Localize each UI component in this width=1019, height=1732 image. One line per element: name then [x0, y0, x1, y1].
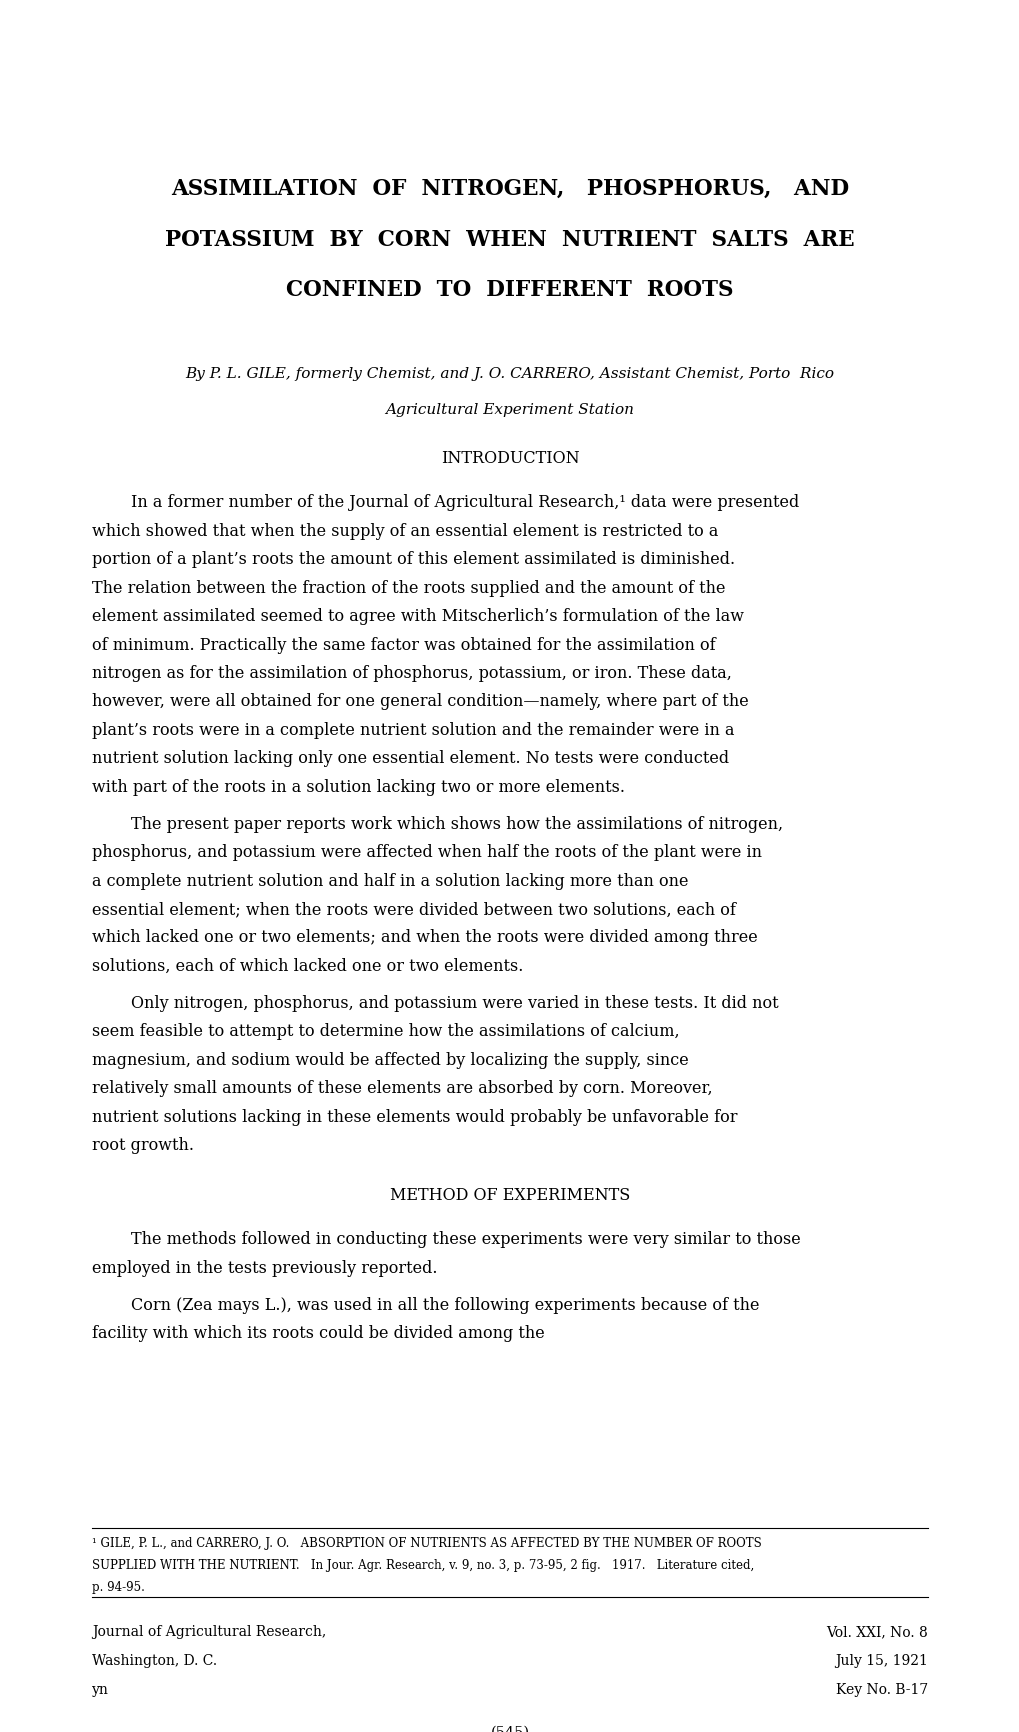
Text: employed in the tests previously reported.: employed in the tests previously reporte… — [92, 1259, 437, 1276]
Text: facility with which its roots could be divided among the: facility with which its roots could be d… — [92, 1325, 544, 1342]
Text: with part of the roots in a solution lacking two or more elements.: with part of the roots in a solution lac… — [92, 778, 625, 795]
Text: Vol. XXI, No. 8: Vol. XXI, No. 8 — [825, 1625, 927, 1638]
Text: (545): (545) — [490, 1725, 529, 1732]
Text: POTASSIUM  BY  CORN  WHEN  NUTRIENT  SALTS  ARE: POTASSIUM BY CORN WHEN NUTRIENT SALTS AR… — [165, 229, 854, 251]
Text: Journal of Agricultural Research,: Journal of Agricultural Research, — [92, 1625, 326, 1638]
Text: yn: yn — [92, 1682, 109, 1696]
Text: nutrient solutions lacking in these elements would probably be unfavorable for: nutrient solutions lacking in these elem… — [92, 1108, 737, 1124]
Text: essential element; when the roots were divided between two solutions, each of: essential element; when the roots were d… — [92, 901, 735, 918]
Text: Washington, D. C.: Washington, D. C. — [92, 1652, 217, 1668]
Text: The relation between the fraction of the roots supplied and the amount of the: The relation between the fraction of the… — [92, 578, 725, 596]
Text: INTRODUCTION: INTRODUCTION — [440, 450, 579, 468]
Text: magnesium, and sodium would be affected by localizing the supply, since: magnesium, and sodium would be affected … — [92, 1051, 688, 1069]
Text: Key No. B-17: Key No. B-17 — [836, 1682, 927, 1696]
Text: Corn (Zea mays L.), was used in all the following experiments because of the: Corn (Zea mays L.), was used in all the … — [130, 1296, 758, 1313]
Text: relatively small amounts of these elements are absorbed by corn. Moreover,: relatively small amounts of these elemen… — [92, 1079, 711, 1096]
Text: By P. L. GILE, formerly Chemist, and J. O. CARRERO, Assistant Chemist, Porto  Ri: By P. L. GILE, formerly Chemist, and J. … — [185, 367, 834, 381]
Text: which lacked one or two elements; and when the roots were divided among three: which lacked one or two elements; and wh… — [92, 928, 757, 946]
Text: CONFINED  TO  DIFFERENT  ROOTS: CONFINED TO DIFFERENT ROOTS — [286, 279, 733, 301]
Text: METHOD OF EXPERIMENTS: METHOD OF EXPERIMENTS — [389, 1186, 630, 1204]
Text: phosphorus, and potassium were affected when half the roots of the plant were in: phosphorus, and potassium were affected … — [92, 843, 761, 861]
Text: July 15, 1921: July 15, 1921 — [835, 1652, 927, 1668]
Text: a complete nutrient solution and half in a solution lacking more than one: a complete nutrient solution and half in… — [92, 871, 688, 889]
Text: Agricultural Experiment Station: Agricultural Experiment Station — [385, 404, 634, 417]
Text: however, were all obtained for one general condition—namely, where part of the: however, were all obtained for one gener… — [92, 693, 748, 710]
Text: The methods followed in conducting these experiments were very similar to those: The methods followed in conducting these… — [130, 1231, 800, 1247]
Text: ASSIMILATION  OF  NITROGEN,   PHOSPHORUS,   AND: ASSIMILATION OF NITROGEN, PHOSPHORUS, AN… — [171, 178, 848, 199]
Text: seem feasible to attempt to determine how the assimilations of calcium,: seem feasible to attempt to determine ho… — [92, 1022, 679, 1039]
Text: portion of a plant’s roots the amount of this element assimilated is diminished.: portion of a plant’s roots the amount of… — [92, 551, 735, 568]
Text: nitrogen as for the assimilation of phosphorus, potassium, or iron. These data,: nitrogen as for the assimilation of phos… — [92, 665, 731, 682]
Text: which showed that when the supply of an essential element is restricted to a: which showed that when the supply of an … — [92, 523, 717, 539]
Text: nutrient solution lacking only one essential element. No tests were conducted: nutrient solution lacking only one essen… — [92, 750, 729, 767]
Text: root growth.: root growth. — [92, 1136, 194, 1154]
Text: plant’s roots were in a complete nutrient solution and the remainder were in a: plant’s roots were in a complete nutrien… — [92, 722, 734, 738]
Text: Only nitrogen, phosphorus, and potassium were varied in these tests. It did not: Only nitrogen, phosphorus, and potassium… — [130, 994, 777, 1011]
Text: solutions, each of which lacked one or two elements.: solutions, each of which lacked one or t… — [92, 958, 523, 975]
Text: of minimum. Practically the same factor was obtained for the assimilation of: of minimum. Practically the same factor … — [92, 636, 714, 653]
Text: In a former number of the Journal of Agricultural Research,¹ data were presented: In a former number of the Journal of Agr… — [130, 494, 798, 511]
Text: SUPPLIED WITH THE NUTRIENT.   In Jour. Agr. Research, v. 9, no. 3, p. 73-95, 2 f: SUPPLIED WITH THE NUTRIENT. In Jour. Agr… — [92, 1559, 753, 1571]
Text: The present paper reports work which shows how the assimilations of nitrogen,: The present paper reports work which sho… — [130, 816, 782, 831]
Text: ¹ GILE, P. L., and CARRERO, J. O.   ABSORPTION OF NUTRIENTS AS AFFECTED BY THE N: ¹ GILE, P. L., and CARRERO, J. O. ABSORP… — [92, 1536, 761, 1550]
Text: p. 94-95.: p. 94-95. — [92, 1580, 145, 1593]
Text: element assimilated seemed to agree with Mitscherlich’s formulation of the law: element assimilated seemed to agree with… — [92, 608, 743, 625]
